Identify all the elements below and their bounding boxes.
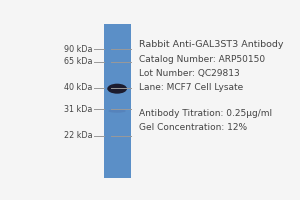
Text: 31 kDa: 31 kDa [64, 105, 92, 114]
Text: 90 kDa: 90 kDa [64, 45, 92, 54]
Text: 22 kDa: 22 kDa [64, 131, 92, 140]
Text: Lane: MCF7 Cell Lysate: Lane: MCF7 Cell Lysate [139, 83, 243, 92]
Text: Lot Number: QC29813: Lot Number: QC29813 [139, 69, 239, 78]
Text: Rabbit Anti-GAL3ST3 Antibody: Rabbit Anti-GAL3ST3 Antibody [139, 40, 283, 49]
Text: Antibody Titration: 0.25µg/ml: Antibody Titration: 0.25µg/ml [139, 109, 272, 118]
Text: Catalog Number: ARP50150: Catalog Number: ARP50150 [139, 55, 265, 64]
Text: Gel Concentration: 12%: Gel Concentration: 12% [139, 123, 247, 132]
Bar [104, 24, 130, 178]
Ellipse shape [107, 84, 127, 94]
Ellipse shape [108, 109, 126, 113]
Text: 40 kDa: 40 kDa [64, 83, 92, 92]
Text: 65 kDa: 65 kDa [64, 57, 92, 66]
